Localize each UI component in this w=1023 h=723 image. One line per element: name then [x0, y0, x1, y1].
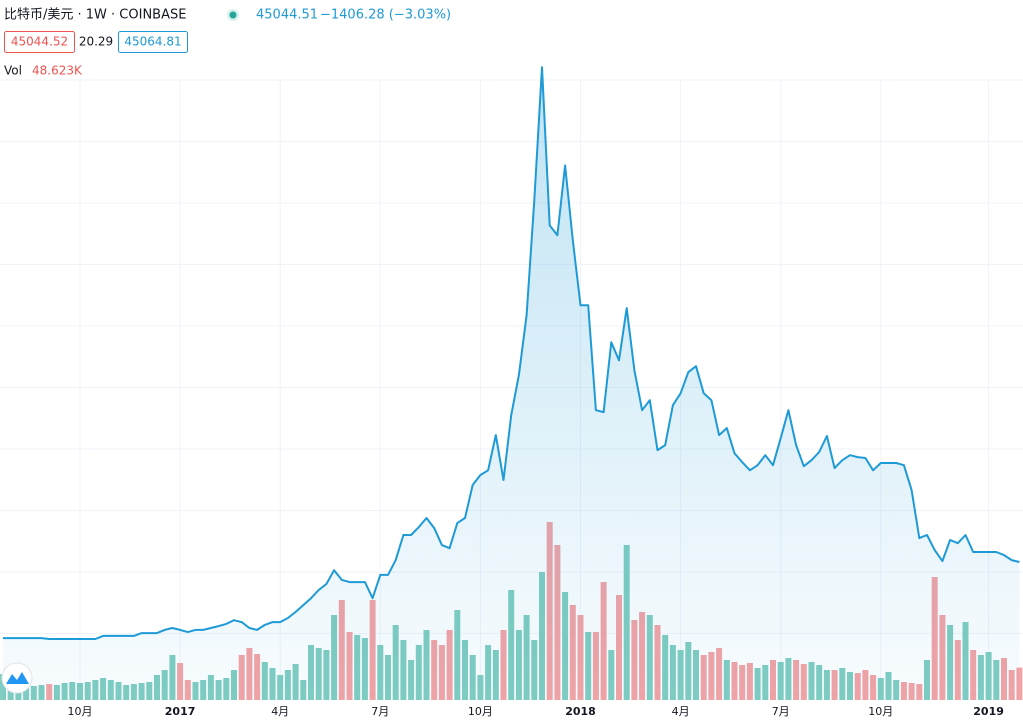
price-line — [3, 66, 1020, 701]
x-tick-label: 10月 — [68, 705, 93, 718]
x-tick-label: 2017 — [165, 705, 196, 718]
spread: 20.29 — [79, 35, 113, 49]
symbol: 比特币/美元 · 1W · COINBASE — [4, 8, 186, 23]
x-tick-label: 4月 — [672, 705, 690, 718]
bid-box[interactable] — [4, 31, 75, 53]
volume-title: Vol — [4, 64, 22, 78]
logo-circle[interactable] — [1, 662, 33, 694]
x-tick-label: 7月 — [772, 705, 790, 718]
header: 比特币/美元 · 1W · COINBASE 45044.51 −1406.28… — [4, 8, 451, 78]
status-dot — [229, 11, 237, 19]
bid-price: 45044.52 — [11, 35, 68, 49]
last-price: 45044.51 — [256, 8, 318, 23]
volume-value: 48.623K — [32, 64, 83, 78]
logo[interactable] — [1, 662, 33, 694]
x-tick-label: 10月 — [468, 705, 493, 718]
price-change: −1406.28 (−3.03%) — [320, 8, 451, 23]
x-tick-label: 2019 — [973, 705, 1004, 718]
price-line — [3, 66, 1020, 640]
x-tick-label: 7月 — [371, 705, 389, 718]
x-tick-label: 2018 — [565, 705, 596, 718]
x-axis: 10月 2017 4月 7月 10月 2018 4月 7月 10月 2019 — [68, 705, 1004, 718]
logo-icon — [6, 672, 29, 684]
x-tick-label: 10月 — [868, 705, 893, 718]
ask-box[interactable] — [118, 31, 188, 53]
x-tick-label: 4月 — [271, 705, 289, 718]
price-area — [3, 67, 1020, 701]
ask-price: 45064.81 — [124, 35, 181, 49]
